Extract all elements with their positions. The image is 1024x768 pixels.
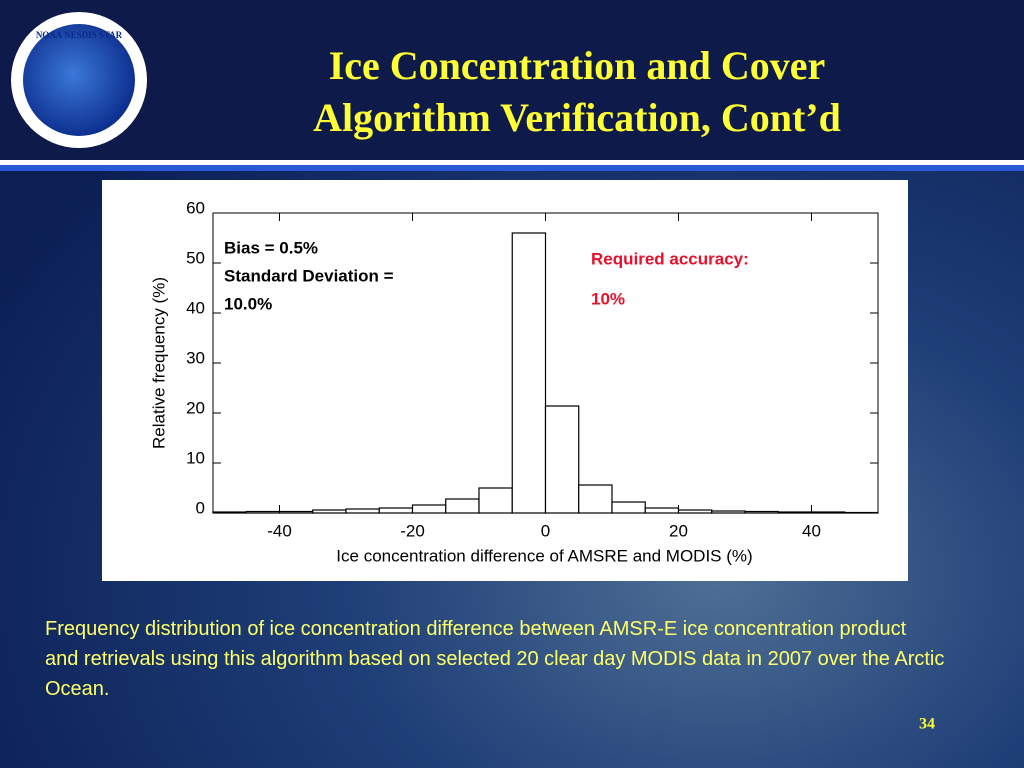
logo-globe: [23, 24, 135, 136]
x-tick-label: -20: [400, 521, 425, 540]
bar: [544, 405, 580, 514]
header-band: [0, 0, 1024, 160]
bar: [378, 507, 414, 514]
annotation: Standard Deviation =: [224, 266, 394, 285]
x-tick-label: 0: [541, 521, 550, 540]
chart-panel: [102, 180, 908, 581]
y-tick-label: 30: [186, 348, 205, 367]
chart: 0 10 20 30 40 50 60 -40 -20 0 20 40 Ice concentratio…: [149, 198, 879, 565]
y-tick-label: 40: [186, 298, 205, 317]
logo-text: NOAA NESDIS STAR: [36, 30, 123, 40]
bar: [644, 507, 680, 514]
plot-frame: [212, 212, 879, 514]
y-tick-label: 60: [186, 198, 205, 217]
y-tick-label: 50: [186, 248, 205, 267]
bar: [478, 487, 513, 514]
bar: [411, 504, 447, 514]
slide-title: Ice Concentration and Cover: [329, 43, 826, 88]
annotation: Required accuracy:: [591, 249, 749, 268]
bar: [445, 498, 480, 514]
x-axis-label: Ice concentration difference of AMSRE an…: [336, 546, 752, 565]
header-rule-blue: [0, 165, 1024, 171]
bar: [511, 232, 547, 514]
slide-title: Algorithm Verification, Cont’d: [313, 95, 841, 140]
y-tick-label: 20: [186, 398, 205, 417]
annotation: Bias = 0.5%: [224, 238, 318, 257]
y-axis-label: Relative frequency (%): [149, 277, 168, 449]
page-number: 34: [919, 716, 935, 733]
bar: [345, 508, 380, 514]
x-tick-label: -40: [267, 521, 292, 540]
annotation: 10.0%: [224, 294, 272, 313]
bar: [578, 484, 613, 514]
annotation: 10%: [591, 289, 625, 308]
header-rule: [0, 160, 1024, 165]
x-tick-label: 40: [802, 521, 821, 540]
bar: [611, 501, 646, 514]
x-tick-label: 20: [669, 521, 688, 540]
caption: Frequency distribution of ice concentrat…: [45, 618, 945, 700]
y-tick-label: 10: [186, 448, 205, 467]
y-tick-label: 0: [196, 498, 205, 517]
